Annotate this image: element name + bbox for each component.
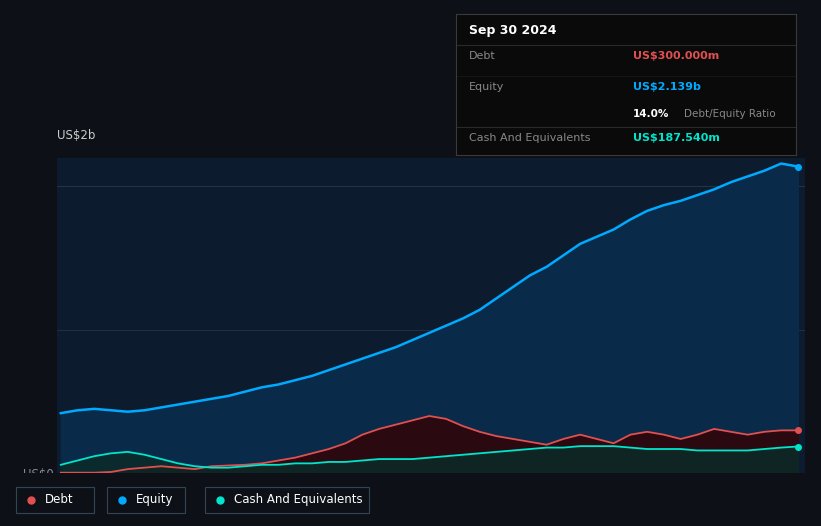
Text: US$2.139b: US$2.139b bbox=[633, 82, 700, 92]
Text: Sep 30 2024: Sep 30 2024 bbox=[470, 24, 557, 37]
Text: Equity: Equity bbox=[135, 493, 173, 506]
Text: Equity: Equity bbox=[470, 82, 505, 92]
Text: 14.0%: 14.0% bbox=[633, 109, 669, 119]
Text: US$187.540m: US$187.540m bbox=[633, 133, 720, 143]
Text: Cash And Equivalents: Cash And Equivalents bbox=[234, 493, 363, 506]
Text: US$300.000m: US$300.000m bbox=[633, 51, 719, 61]
Text: US$2b: US$2b bbox=[57, 129, 96, 142]
Text: Debt: Debt bbox=[470, 51, 496, 61]
Text: Debt: Debt bbox=[45, 493, 74, 506]
Text: Cash And Equivalents: Cash And Equivalents bbox=[470, 133, 591, 143]
Text: Debt/Equity Ratio: Debt/Equity Ratio bbox=[684, 109, 776, 119]
